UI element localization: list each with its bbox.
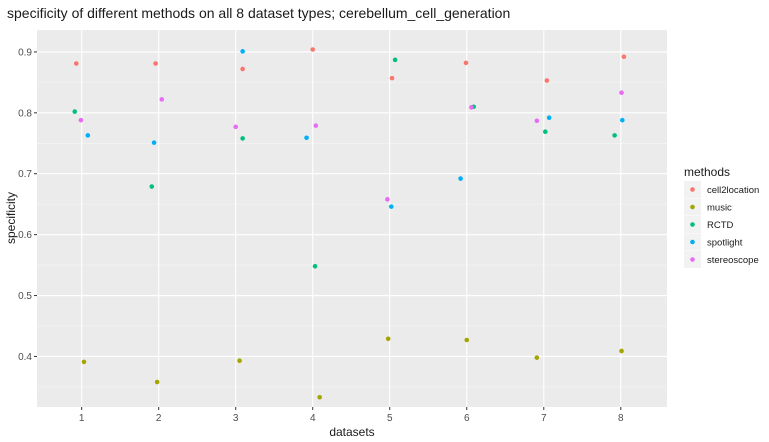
RCTD-point bbox=[392, 57, 398, 63]
y-tick-label: 0.4 bbox=[18, 352, 32, 363]
legend-swatch bbox=[690, 204, 695, 210]
data-points bbox=[72, 47, 627, 400]
stereoscope-point bbox=[469, 105, 474, 110]
axes: 0.4 0.5 0.6 0.7 0.8 0.9 1 2 3 4 5 6 7 8 bbox=[18, 47, 624, 424]
legend-label: stereoscope bbox=[707, 255, 759, 266]
cell2location-point bbox=[153, 61, 158, 66]
legend-label: spotlight bbox=[707, 238, 743, 249]
stereoscope-point bbox=[385, 197, 390, 202]
music-point bbox=[154, 379, 160, 385]
legend-swatch bbox=[690, 187, 695, 192]
cell2location-point bbox=[73, 61, 79, 66]
y-axis-label: specificity bbox=[4, 192, 18, 244]
stereoscope-point bbox=[78, 117, 84, 123]
spotlight-point bbox=[458, 176, 463, 181]
spotlight-point bbox=[620, 117, 625, 123]
plot-panel bbox=[37, 30, 667, 407]
x-tick-label: 6 bbox=[464, 413, 470, 424]
legend-label: music bbox=[707, 203, 732, 214]
stereoscope-point bbox=[534, 118, 540, 124]
legend-title: methods bbox=[684, 165, 730, 179]
x-tick-label: 3 bbox=[233, 413, 239, 424]
stereoscope-point bbox=[619, 90, 624, 96]
RCTD-point bbox=[312, 264, 318, 269]
legend-swatch bbox=[690, 257, 695, 262]
music-point bbox=[317, 394, 322, 400]
RCTD-point bbox=[612, 133, 617, 138]
chart-title: specificity of different methods on all … bbox=[7, 5, 510, 21]
legend: methods cell2location music RCTD spotlight s… bbox=[684, 165, 759, 268]
RCTD-point bbox=[149, 184, 155, 189]
cell2location-point bbox=[389, 75, 395, 81]
music-point bbox=[237, 358, 242, 364]
cell2location-point bbox=[544, 78, 550, 83]
x-axis-label: datasets bbox=[329, 425, 374, 439]
y-tick-label: 0.6 bbox=[18, 230, 32, 241]
music-point bbox=[464, 337, 470, 343]
x-tick-label: 4 bbox=[310, 413, 316, 424]
y-tick-label: 0.9 bbox=[18, 47, 32, 58]
spotlight-point bbox=[304, 135, 309, 141]
RCTD-point bbox=[240, 136, 245, 141]
spotlight-point bbox=[240, 49, 245, 54]
spotlight-point bbox=[388, 204, 394, 209]
music-point bbox=[534, 355, 540, 360]
spotlight-point bbox=[151, 140, 157, 145]
RCTD-point bbox=[72, 109, 78, 114]
stereoscope-point bbox=[159, 97, 165, 102]
spotlight-point bbox=[546, 115, 552, 121]
cell2location-point bbox=[463, 60, 469, 66]
cell2location-point bbox=[310, 47, 316, 52]
RCTD-point bbox=[543, 129, 548, 135]
music-point bbox=[385, 336, 391, 342]
y-tick-label: 0.7 bbox=[18, 169, 32, 180]
stereoscope-point bbox=[233, 124, 239, 130]
x-tick-label: 7 bbox=[541, 413, 547, 424]
legend-label: RCTD bbox=[707, 220, 734, 231]
spotlight-point bbox=[85, 133, 91, 138]
y-tick-label: 0.5 bbox=[18, 291, 32, 302]
grid-lines bbox=[37, 30, 667, 407]
legend-label: cell2location bbox=[707, 185, 759, 196]
cell2location-point bbox=[240, 66, 245, 72]
stereoscope-point bbox=[313, 123, 319, 128]
legend-swatch bbox=[690, 222, 695, 227]
legend-swatch bbox=[690, 239, 695, 245]
music-point bbox=[619, 348, 624, 354]
cell2location-point bbox=[621, 54, 627, 60]
x-tick-label: 5 bbox=[387, 413, 393, 424]
x-tick-label: 2 bbox=[156, 413, 162, 424]
x-tick-label: 1 bbox=[79, 413, 85, 424]
x-tick-label: 8 bbox=[618, 413, 624, 424]
music-point bbox=[81, 359, 87, 365]
legend-items: cell2location music RCTD spotlight stereosco… bbox=[684, 181, 759, 268]
y-tick-label: 0.8 bbox=[18, 108, 32, 119]
